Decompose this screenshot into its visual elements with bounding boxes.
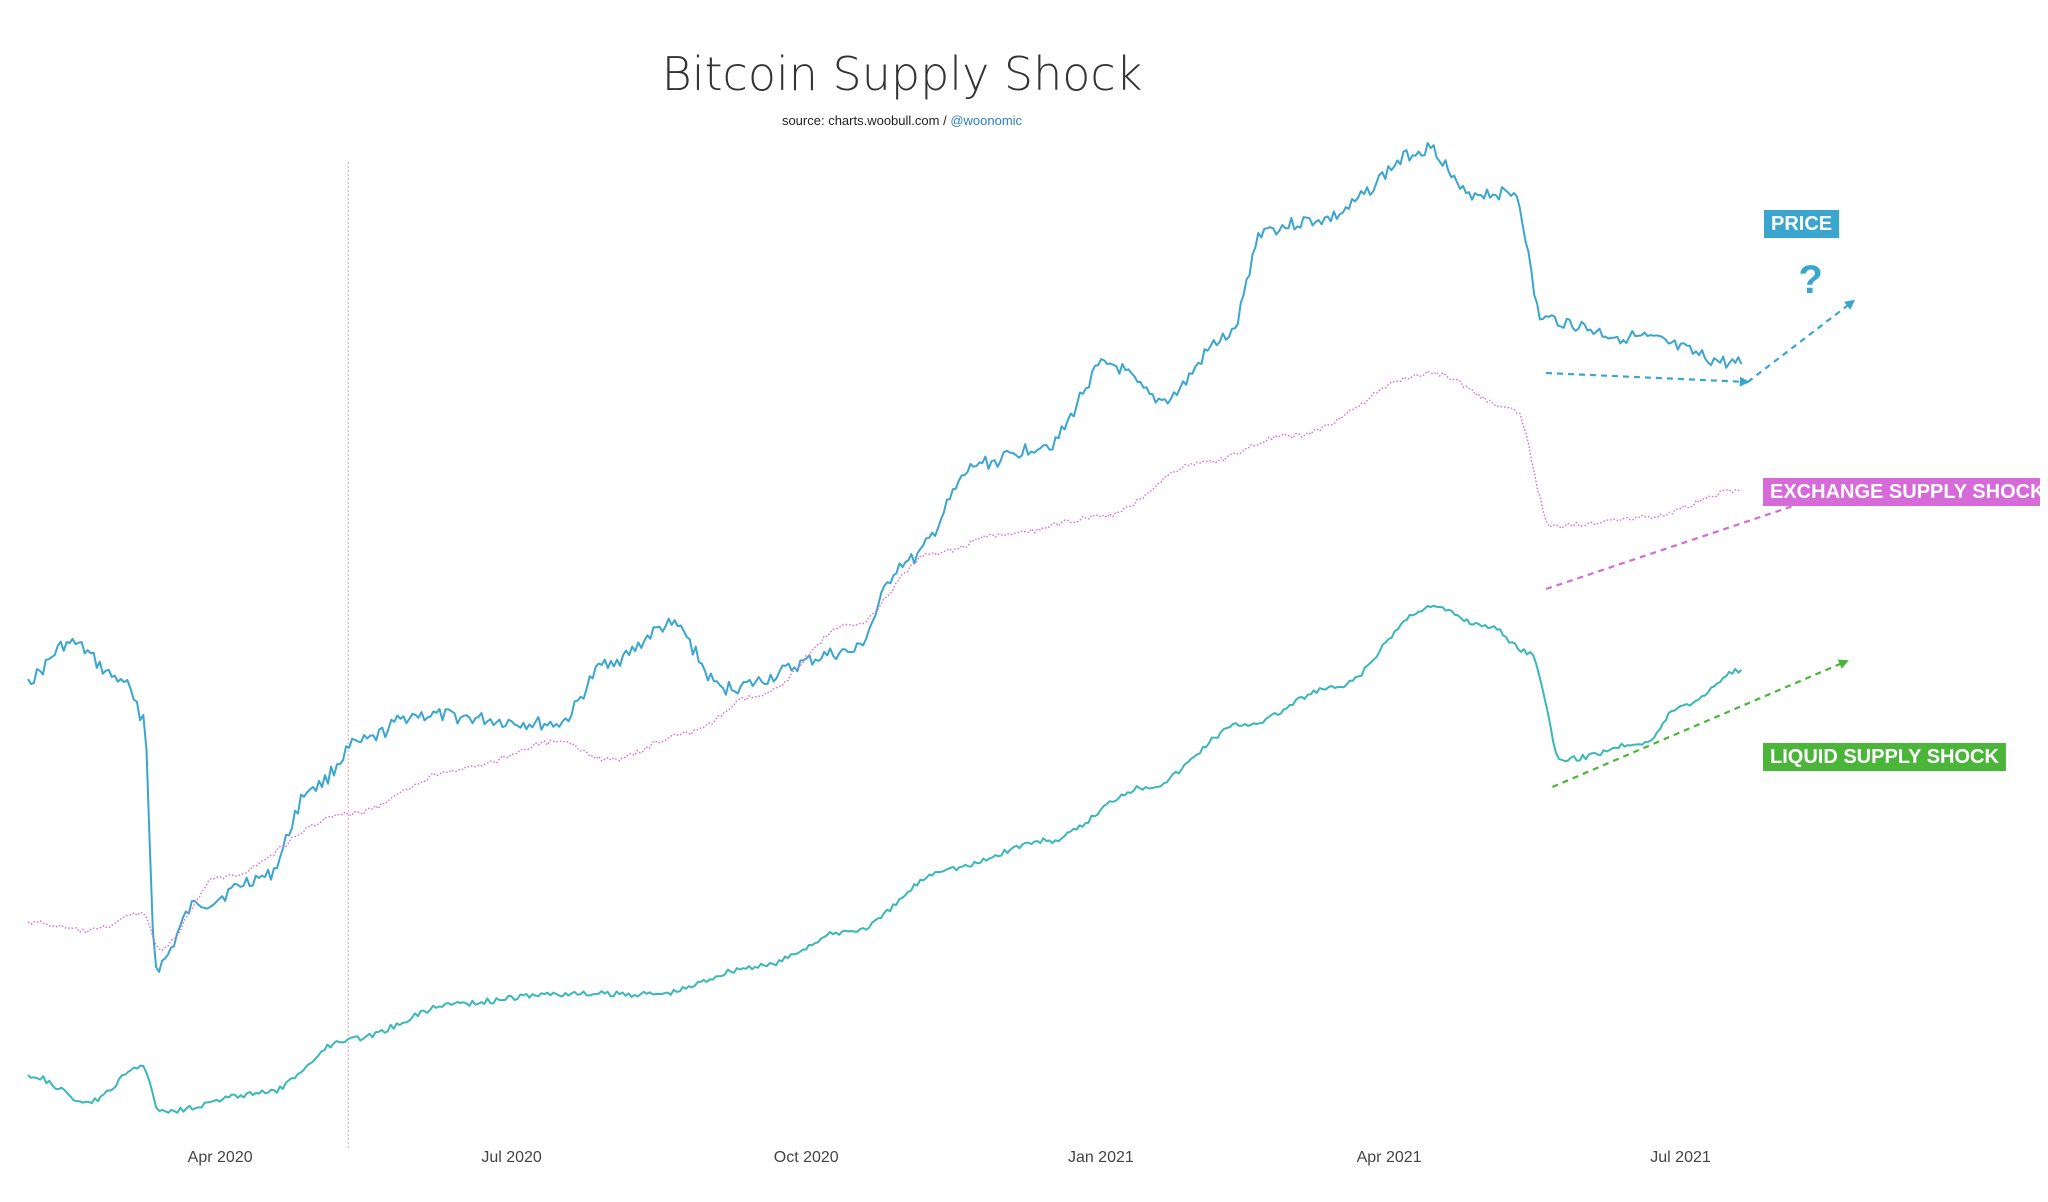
annotation-arrow-liquid-supply-shock-up: [1551, 659, 1849, 789]
tag-layer: PRICE EXCHANGE SUPPLY SHOCK LIQUID SUPPLY …: [1763, 210, 2045, 771]
tag-exchange-supply-shock: EXCHANGE SUPPLY SHOCK: [1763, 478, 2045, 506]
tag-label: EXCHANGE SUPPLY SHOCK: [1770, 481, 2045, 503]
tag-box: [1764, 210, 1840, 238]
x-tick-apr-2020: Apr 2020: [188, 1149, 253, 1166]
question-mark-annotation: ?: [1798, 258, 1822, 302]
tag-label: LIQUID SUPPLY SHOCK: [1770, 746, 1999, 768]
source-prefix: source: charts.woobull.com /: [782, 113, 950, 128]
tag-liquid-supply-shock: LIQUID SUPPLY SHOCK: [1763, 743, 2006, 771]
chart-source: source: charts.woobull.com / @woonomic: [782, 113, 1023, 128]
annotation-arrow-price-down: [1545, 371, 1750, 387]
x-tick-jul-2020: Jul 2020: [481, 1149, 542, 1166]
series-line-price: [27, 142, 1743, 973]
tag-box: [1763, 743, 2006, 771]
series-layer: [27, 142, 1743, 1114]
annotation-arrow-price-up: [1747, 299, 1856, 383]
x-tick-oct-2020: Oct 2020: [774, 1149, 839, 1166]
tag-box: [1763, 478, 2040, 506]
annotation-arrow-exchange-supply-shock-up: [1545, 487, 1843, 591]
x-axis-ticks: Apr 2020 Jul 2020 Oct 2020 Jan 2021 Apr 2021…: [188, 1149, 1711, 1166]
tag-price: PRICE: [1764, 210, 1840, 238]
x-tick-apr-2021: Apr 2021: [1357, 1149, 1422, 1166]
source-handle-link[interactable]: @woonomic: [950, 113, 1022, 128]
series-line-liquid-supply-shock: [27, 604, 1743, 1114]
tag-label: PRICE: [1771, 213, 1832, 235]
series-line-exchange-supply-shock: [27, 370, 1742, 951]
x-tick-jul-2021: Jul 2021: [1650, 1149, 1711, 1166]
annotation-layer: ?: [1545, 258, 1856, 789]
chart-title: Bitcoin Supply Shock: [662, 47, 1143, 101]
x-tick-jan-2021: Jan 2021: [1068, 1149, 1134, 1166]
